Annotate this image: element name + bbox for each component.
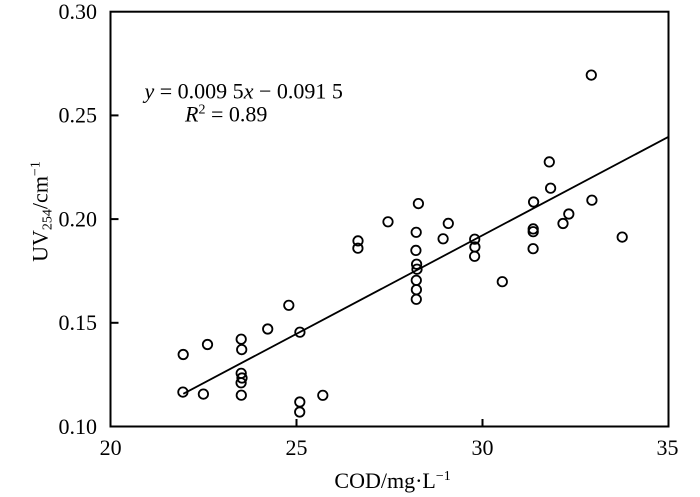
svg-text:0.30: 0.30 [59,0,98,24]
svg-text:20: 20 [100,435,122,460]
svg-text:y = 0.009 5x − 0.091 5: y = 0.009 5x − 0.091 5 [143,78,343,103]
svg-text:0.15: 0.15 [59,310,98,335]
svg-text:UV254/cm−1: UV254/cm−1 [28,161,56,262]
svg-text:0.20: 0.20 [59,206,98,231]
svg-text:0.25: 0.25 [59,103,98,128]
svg-text:0.10: 0.10 [59,414,98,439]
svg-text:25: 25 [286,435,308,460]
svg-text:35: 35 [657,435,679,460]
svg-text:30: 30 [472,435,494,460]
svg-text:R2 = 0.89: R2 = 0.89 [184,102,267,127]
svg-text:COD/mg·L−1: COD/mg·L−1 [334,468,450,493]
